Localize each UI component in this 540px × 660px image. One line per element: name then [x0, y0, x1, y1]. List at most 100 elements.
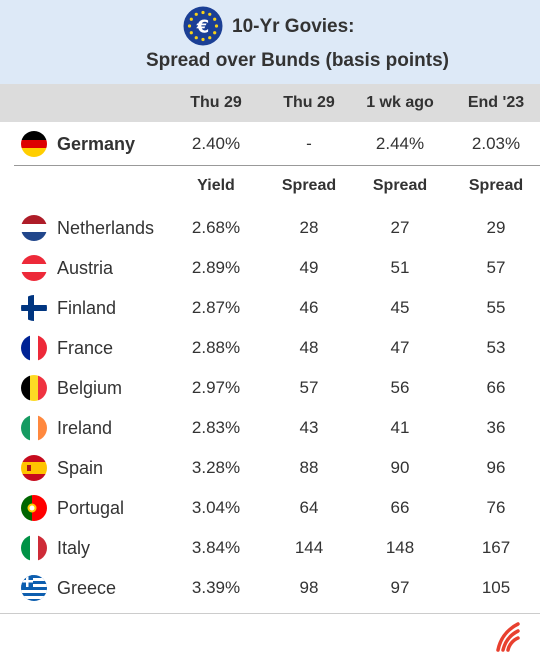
chart-subtitle: Spread over Bunds (basis points) — [146, 50, 449, 71]
yield-value: 3.04% — [191, 498, 241, 517]
spread-1wk-value: 66 — [390, 498, 410, 517]
yield-value: 2.88% — [191, 338, 241, 357]
star-icon — [194, 12, 198, 16]
country-name: Belgium — [57, 378, 123, 398]
country-name: Greece — [57, 578, 117, 598]
star-icon — [201, 37, 205, 42]
column-header: 1 wk ago — [366, 94, 434, 111]
star-icon — [194, 36, 198, 40]
spread-value: 57 — [299, 378, 319, 397]
spread-1wk-value: 51 — [390, 258, 410, 277]
country-name: France — [57, 338, 114, 358]
column-header: Thu 29 — [190, 94, 242, 111]
column-header: Thu 29 — [283, 94, 335, 111]
svg-text:€: € — [196, 17, 210, 38]
netherlands-flag-icon — [21, 215, 47, 241]
benchmark-row: Germany 2.40% - 2.44% 2.03% — [0, 124, 540, 164]
spread-end23-value: 57 — [486, 258, 506, 277]
spain-flag-icon — [21, 455, 47, 481]
country-name: Netherlands — [57, 218, 155, 238]
spread-value: 43 — [299, 418, 319, 437]
table-row: Italy 3.84% 144 148 167 — [0, 528, 540, 568]
subheader-row: Yield Spread Spread Spread — [0, 166, 540, 206]
star-icon — [208, 12, 212, 16]
spread-end23-value: 55 — [486, 298, 506, 317]
spread-1wk-value: 56 — [390, 378, 410, 397]
austria-flag-icon — [21, 255, 47, 281]
euro-flag-icon: € — [183, 6, 223, 46]
country-name: Austria — [57, 258, 114, 278]
star-icon — [187, 24, 192, 28]
yield-value: 2.97% — [191, 378, 241, 397]
country-name: Portugal — [57, 498, 125, 518]
subheader: Yield — [197, 177, 235, 194]
star-icon — [201, 10, 205, 15]
star-icon — [189, 31, 193, 35]
spread-value: - — [306, 134, 312, 153]
spread-end23-value: 105 — [481, 578, 511, 597]
country-name: Germany — [57, 134, 136, 154]
france-flag-icon — [21, 335, 47, 361]
brand-logo-icon — [496, 622, 520, 652]
finland-flag-icon — [21, 295, 47, 321]
table-row: Ireland 2.83% 43 41 36 — [0, 408, 540, 448]
yield-1wk-value: 2.44% — [375, 134, 425, 153]
country-name: Ireland — [57, 418, 113, 438]
country-name: Spain — [57, 458, 104, 478]
yield-value: 3.84% — [191, 538, 241, 557]
spread-value: 49 — [299, 258, 319, 277]
spread-end23-value: 66 — [486, 378, 506, 397]
star-icon — [189, 17, 193, 21]
portugal-flag-icon — [21, 495, 47, 521]
spread-value: 28 — [299, 218, 319, 237]
subheader: Spread — [468, 177, 524, 194]
table-row: Netherlands 2.68% 28 27 29 — [0, 208, 540, 248]
italy-flag-icon — [21, 535, 47, 561]
yield-value: 2.83% — [191, 418, 241, 437]
yield-end23-value: 2.03% — [471, 134, 521, 153]
table-row: Spain 3.28% 88 90 96 — [0, 448, 540, 488]
star-icon — [213, 31, 217, 35]
chart-header: € 10-Yr Govies: Spread over Bunds (basis… — [0, 0, 540, 84]
table-row: Portugal 3.04% 64 66 76 — [0, 488, 540, 528]
spread-1wk-value: 97 — [390, 578, 410, 597]
spread-value: 88 — [299, 458, 319, 477]
spread-value: 64 — [299, 498, 319, 517]
table-row: Austria 2.89% 49 51 57 — [0, 248, 540, 288]
subheader: Spread — [372, 177, 428, 194]
spread-value: 144 — [294, 538, 324, 557]
belgium-flag-icon — [21, 375, 47, 401]
spread-1wk-value: 41 — [390, 418, 410, 437]
divider — [14, 165, 540, 166]
spread-1wk-value: 148 — [385, 538, 415, 557]
spread-1wk-value: 47 — [390, 338, 410, 357]
spread-end23-value: 36 — [486, 418, 506, 437]
spread-end23-value: 96 — [486, 458, 506, 477]
yield-value: 2.89% — [191, 258, 241, 277]
spread-end23-value: 76 — [486, 498, 506, 517]
ireland-flag-icon — [21, 415, 47, 441]
column-header-row: Thu 29 Thu 29 1 wk ago End '23 — [0, 84, 540, 122]
spread-value: 98 — [299, 578, 319, 597]
yield-value: 2.68% — [191, 218, 241, 237]
spread-value: 46 — [299, 298, 319, 317]
yield-value: 3.28% — [191, 458, 241, 477]
star-icon — [213, 17, 217, 21]
spread-end23-value: 167 — [481, 538, 511, 557]
spread-end23-value: 29 — [486, 218, 506, 237]
yield-value: 2.87% — [191, 298, 241, 317]
footer-divider — [0, 613, 540, 614]
germany-flag-icon — [21, 131, 47, 157]
spread-value: 48 — [299, 338, 319, 357]
star-icon — [214, 24, 219, 28]
column-header: End '23 — [467, 94, 525, 111]
yield-value: 3.39% — [191, 578, 241, 597]
yield-value: 2.40% — [191, 134, 241, 153]
greece-flag-icon — [21, 575, 47, 601]
country-name: Italy — [57, 538, 91, 558]
country-name: Finland — [57, 298, 117, 318]
spread-1wk-value: 90 — [390, 458, 410, 477]
chart-title: 10-Yr Govies: — [232, 16, 355, 37]
table-row: Belgium 2.97% 57 56 66 — [0, 368, 540, 408]
table-row: France 2.88% 48 47 53 — [0, 328, 540, 368]
